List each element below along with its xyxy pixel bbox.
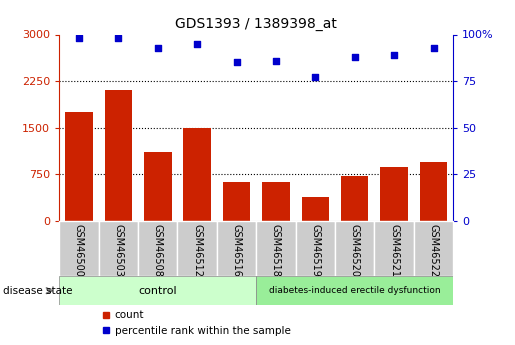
- Point: [390, 52, 398, 58]
- Bar: [138, 221, 177, 276]
- Bar: [144, 152, 171, 221]
- Text: diabetes-induced erectile dysfunction: diabetes-induced erectile dysfunction: [269, 286, 440, 295]
- Bar: [420, 162, 448, 221]
- Point: [75, 36, 83, 41]
- Bar: [256, 276, 453, 305]
- Point: [311, 75, 319, 80]
- Text: GSM46521: GSM46521: [389, 224, 399, 277]
- Bar: [335, 221, 374, 276]
- Bar: [301, 197, 329, 221]
- Text: disease state: disease state: [3, 286, 72, 296]
- Point: [114, 36, 123, 41]
- Point: [232, 60, 241, 65]
- Title: GDS1393 / 1389398_at: GDS1393 / 1389398_at: [175, 17, 337, 31]
- Legend: count, percentile rank within the sample: count, percentile rank within the sample: [98, 306, 295, 340]
- Text: GSM46519: GSM46519: [311, 224, 320, 276]
- Point: [153, 45, 162, 50]
- Text: GSM46512: GSM46512: [192, 224, 202, 277]
- Bar: [99, 221, 138, 276]
- Bar: [341, 176, 369, 221]
- Text: GSM46522: GSM46522: [428, 224, 438, 277]
- Bar: [217, 221, 256, 276]
- Text: GSM46518: GSM46518: [271, 224, 281, 276]
- Text: control: control: [139, 286, 177, 296]
- Point: [430, 45, 438, 50]
- Text: GSM46503: GSM46503: [113, 224, 123, 276]
- Text: GSM46508: GSM46508: [153, 224, 163, 276]
- Bar: [105, 90, 132, 221]
- Point: [193, 41, 201, 47]
- Point: [351, 54, 359, 60]
- Bar: [296, 221, 335, 276]
- Bar: [222, 182, 250, 221]
- Text: GSM46520: GSM46520: [350, 224, 359, 277]
- Bar: [65, 112, 93, 221]
- Bar: [256, 221, 296, 276]
- Bar: [262, 182, 290, 221]
- Bar: [374, 221, 414, 276]
- Bar: [177, 221, 217, 276]
- Bar: [414, 221, 453, 276]
- Bar: [380, 167, 408, 221]
- Text: GSM46516: GSM46516: [232, 224, 242, 276]
- Bar: [183, 128, 211, 221]
- Bar: [59, 221, 99, 276]
- Point: [272, 58, 280, 63]
- Bar: [59, 276, 256, 305]
- Text: GSM46500: GSM46500: [74, 224, 84, 276]
